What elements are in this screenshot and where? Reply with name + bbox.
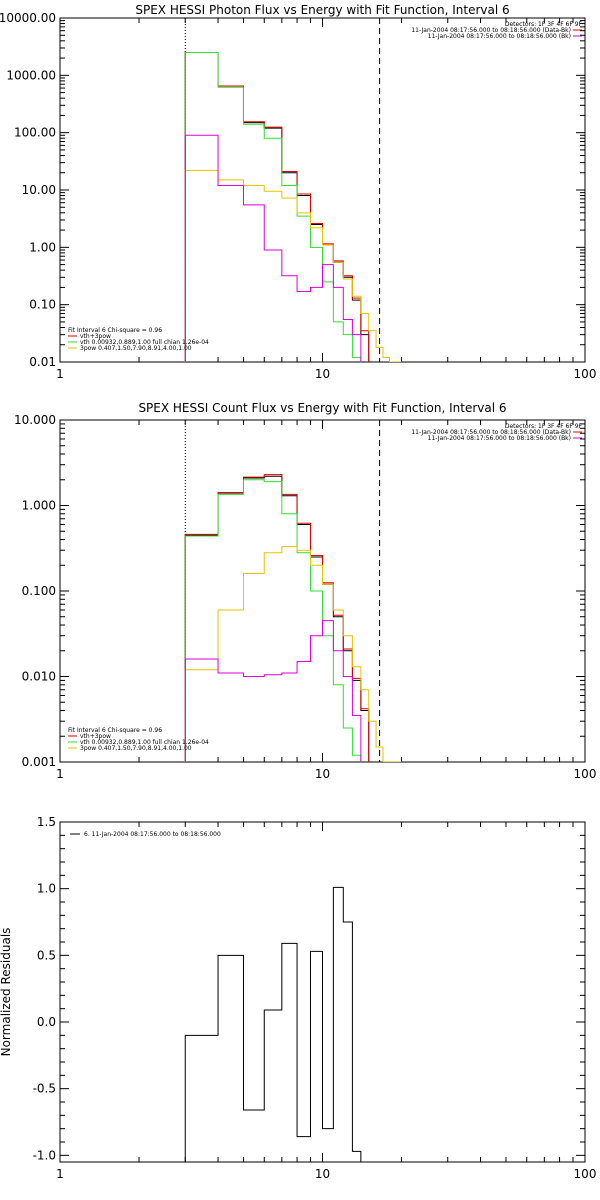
plot-area	[184, 18, 402, 362]
y-axis-label: Normalized Residuals	[0, 928, 13, 1057]
legend-entry: vth 0.00932,0.889,1.00 full chian 1.26e-…	[80, 739, 209, 746]
y-tick-label: 10000.00	[0, 11, 56, 25]
residual-step	[184, 886, 369, 1162]
series-step-2	[184, 479, 362, 762]
x-tick-label: 1	[56, 767, 64, 781]
y-tick-label: 1000.00	[6, 68, 56, 82]
y-tick-label: 0.010	[22, 670, 56, 684]
y-tick-label: -1.0	[33, 1148, 56, 1162]
legend-entry: Detectors: 1F 3F 4F 6F 9F	[505, 21, 583, 28]
y-tick-label: 0.0	[37, 1015, 56, 1029]
series-step-3	[184, 169, 402, 362]
plot-area	[184, 886, 369, 1162]
legend-entry: Detectors: 1F 3F 4F 6F 9F	[505, 423, 583, 430]
legend-entry: 3pow 0.407,1.50,7.90,8.91,4.00,1.00	[80, 745, 192, 752]
x-tick-label: 10	[315, 767, 330, 781]
x-tick-label: 100	[574, 1167, 597, 1181]
y-tick-label: 10.00	[22, 183, 56, 197]
legend-bottom-left: Fit Interval 6 Chi-square = 0.96vth+3pow…	[68, 327, 209, 352]
y-tick-label: 0.001	[22, 755, 56, 769]
y-tick-label: 0.100	[22, 584, 56, 598]
legend-entry: 11-Jan-2004 08:17:56.000 to 08:18:56.000…	[411, 27, 571, 34]
chart-title: SPEX HESSI Photon Flux vs Energy with Fi…	[135, 3, 509, 17]
residuals-panel: 1 10 100 -1.0 -0.5 0.0 0.5 1.0 1.5 Normalized Res…	[0, 815, 596, 1181]
legend-entry: Fit Interval 6 Chi-square = 0.96	[68, 327, 162, 334]
x-tick-label: 100	[574, 367, 597, 381]
y-tick-label: 0.10	[29, 298, 56, 312]
legend-entry: 11-Jan-2004 08:17:56.000 to 08:18:56.000…	[411, 429, 571, 436]
y-tick-label: 0.5	[37, 948, 56, 962]
y-tick-label: -0.5	[33, 1082, 56, 1096]
legend-entry: 11-Jan-2004 08:17:56.000 to 08:18:56.000…	[428, 33, 571, 40]
series-step-2	[184, 52, 362, 362]
x-tick-label: 10	[315, 367, 330, 381]
legend-entry: vth+3pow	[80, 333, 111, 340]
legend-entry: 6. 11-Jan-2004 08:17:56.000 to 08:18:56.…	[84, 831, 221, 838]
y-tick-label: 1.0	[37, 882, 56, 896]
x-tick-label: 1	[56, 367, 64, 381]
plot-area	[184, 420, 402, 762]
count-flux-panel: SPEX HESSI Count Flux vs Energy with Fit…	[14, 401, 596, 781]
series-step-3	[184, 546, 402, 762]
legend-entry: vth 0.00932,0.889,1.00 full chian 1.26e-…	[80, 339, 209, 346]
legend-entry: vth+3pow	[80, 733, 111, 740]
legend-entry: 3pow 0.407,1.50,7.90,8.91,4.00,1.00	[80, 345, 192, 352]
y-tick-label: 1.00	[29, 240, 56, 254]
series-step-4	[184, 134, 362, 362]
y-tick-label: 1.5	[37, 815, 56, 829]
legend-entry: Fit Interval 6 Chi-square = 0.96	[68, 727, 162, 734]
legend-entry: 11-Jan-2004 08:17:56.000 to 08:18:56.000…	[428, 435, 571, 442]
y-tick-label: 1.000	[22, 499, 56, 513]
y-tick-label: 0.01	[29, 355, 56, 369]
photon-flux-panel: SPEX HESSI Photon Flux vs Energy with Fi…	[0, 3, 596, 381]
y-tick-label: 100.00	[14, 126, 56, 140]
x-tick-label: 100	[574, 767, 597, 781]
x-tick-label: 1	[56, 1167, 64, 1181]
legend: 6. 11-Jan-2004 08:17:56.000 to 08:18:56.…	[70, 831, 221, 838]
series-step-4	[184, 620, 362, 762]
chart-title: SPEX HESSI Count Flux vs Energy with Fit…	[138, 401, 506, 415]
y-tick-label: 10.000	[14, 413, 56, 427]
legend-bottom-left: Fit Interval 6 Chi-square = 0.96vth+3pow…	[68, 727, 209, 752]
x-tick-label: 10	[315, 1167, 330, 1181]
